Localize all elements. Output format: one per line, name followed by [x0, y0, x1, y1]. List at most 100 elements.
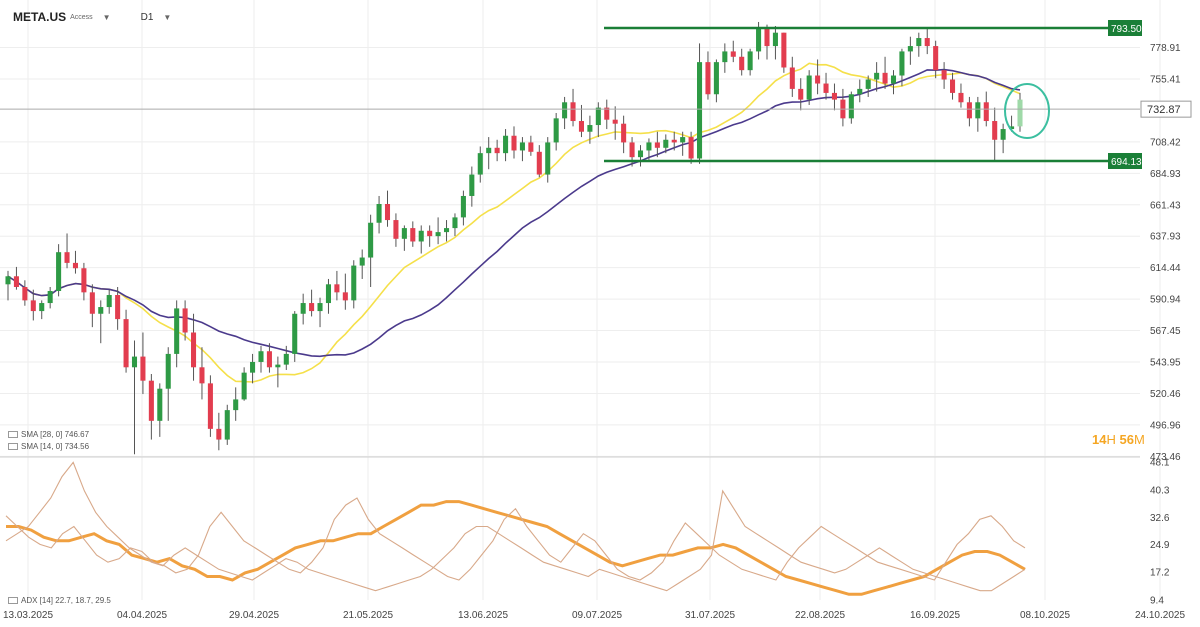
candle-body[interactable] — [486, 147, 492, 154]
candle-body[interactable] — [427, 230, 433, 237]
candle-body[interactable] — [950, 79, 956, 93]
candle-body[interactable] — [595, 107, 601, 126]
candle-body[interactable] — [772, 32, 778, 47]
candle-body[interactable] — [924, 38, 930, 47]
candle-body[interactable] — [131, 356, 138, 368]
candle-body[interactable] — [241, 372, 247, 400]
candle-body[interactable] — [966, 102, 972, 119]
candle-body[interactable] — [22, 286, 28, 301]
legend-sma14[interactable]: SMA [14, 0] 734.56 — [8, 442, 89, 451]
candle-body[interactable] — [713, 62, 719, 95]
candle-body[interactable] — [992, 121, 998, 140]
candle-body[interactable] — [165, 353, 171, 389]
candle-body[interactable] — [418, 230, 424, 242]
candle-body[interactable] — [654, 142, 660, 148]
candle-body[interactable] — [444, 228, 450, 233]
candle-body[interactable] — [393, 220, 399, 239]
candle-body[interactable] — [47, 291, 53, 304]
candle-body[interactable] — [503, 135, 509, 154]
candle-body[interactable] — [562, 102, 568, 119]
candle-body[interactable] — [545, 142, 551, 175]
candle-body[interactable] — [56, 252, 62, 292]
candle-body[interactable] — [663, 139, 669, 148]
candle-body[interactable] — [587, 125, 593, 132]
candle-body[interactable] — [899, 51, 905, 76]
candle-body[interactable] — [182, 308, 188, 333]
candle-body[interactable] — [275, 364, 281, 368]
candle-body[interactable] — [528, 142, 534, 152]
candle-body[interactable] — [98, 307, 104, 314]
candle-body[interactable] — [250, 361, 256, 373]
candle-body[interactable] — [148, 380, 154, 421]
timeframe-dropdown-icon[interactable]: ▼ — [163, 12, 172, 22]
candle-body[interactable] — [384, 204, 391, 221]
candle-body[interactable] — [1017, 99, 1023, 127]
candle-body[interactable] — [747, 51, 753, 71]
candle-body[interactable] — [519, 142, 525, 151]
candle-body[interactable] — [680, 137, 686, 143]
candle-body[interactable] — [452, 217, 458, 229]
candle-body[interactable] — [730, 51, 736, 57]
candle-body[interactable] — [469, 174, 475, 196]
candle-body[interactable] — [5, 276, 11, 285]
candle-body[interactable] — [233, 399, 239, 411]
candle-body[interactable] — [722, 51, 728, 63]
candle-body[interactable] — [705, 62, 711, 95]
candle-body[interactable] — [764, 27, 770, 47]
candle-body[interactable] — [831, 92, 837, 100]
candle-body[interactable] — [553, 118, 559, 143]
candle-body[interactable] — [368, 222, 374, 258]
candle-body[interactable] — [359, 257, 365, 266]
candle-body[interactable] — [857, 88, 863, 95]
candle-body[interactable] — [941, 70, 947, 80]
candle-body[interactable] — [739, 56, 745, 71]
settings-icon[interactable] — [8, 431, 18, 438]
symbol-dropdown-icon[interactable]: ▼ — [102, 12, 111, 22]
candle-body[interactable] — [13, 276, 19, 287]
candle-body[interactable] — [410, 228, 416, 242]
candle-body[interactable] — [334, 284, 340, 293]
candle-body[interactable] — [958, 92, 964, 103]
candle-body[interactable] — [511, 135, 517, 151]
candle-body[interactable] — [815, 75, 821, 84]
candle-body[interactable] — [207, 383, 213, 429]
candle-body[interactable] — [174, 308, 180, 354]
candle-body[interactable] — [191, 332, 197, 368]
candle-body[interactable] — [89, 292, 95, 314]
candle-body[interactable] — [874, 72, 880, 80]
candle-body[interactable] — [570, 102, 576, 122]
candle-body[interactable] — [781, 32, 787, 68]
candle-body[interactable] — [494, 147, 500, 154]
candle-body[interactable] — [30, 300, 36, 312]
candle-body[interactable] — [39, 303, 45, 312]
candle-body[interactable] — [612, 119, 618, 124]
candle-body[interactable] — [621, 123, 627, 143]
candle-body[interactable] — [351, 265, 357, 301]
candle-body[interactable] — [216, 428, 222, 440]
candle-body[interactable] — [81, 268, 87, 293]
settings-icon[interactable] — [8, 597, 18, 604]
candle-body[interactable] — [106, 295, 112, 308]
candle-body[interactable] — [376, 204, 382, 223]
candle-body[interactable] — [309, 303, 315, 312]
candle-body[interactable] — [637, 150, 644, 158]
candle-body[interactable] — [460, 195, 466, 218]
candle-body[interactable] — [140, 356, 146, 381]
candle-body[interactable] — [342, 292, 348, 301]
candle-body[interactable] — [933, 46, 939, 71]
legend-adx[interactable]: ADX [14] 22.7, 18.7, 29.5 — [8, 596, 111, 605]
candle-body[interactable] — [983, 102, 989, 122]
candle-body[interactable] — [401, 228, 407, 239]
timeframe-label[interactable]: D1 — [140, 11, 154, 23]
candle-body[interactable] — [477, 153, 483, 175]
candle-body[interactable] — [890, 75, 897, 84]
candle-body[interactable] — [536, 151, 542, 175]
candle-body[interactable] — [646, 142, 652, 151]
candle-body[interactable] — [798, 88, 804, 100]
candle-body[interactable] — [157, 388, 163, 421]
candle-body[interactable] — [292, 313, 298, 354]
candle-body[interactable] — [975, 102, 981, 119]
candle-body[interactable] — [882, 72, 888, 84]
candle-body[interactable] — [806, 75, 812, 100]
settings-icon[interactable] — [8, 443, 18, 450]
